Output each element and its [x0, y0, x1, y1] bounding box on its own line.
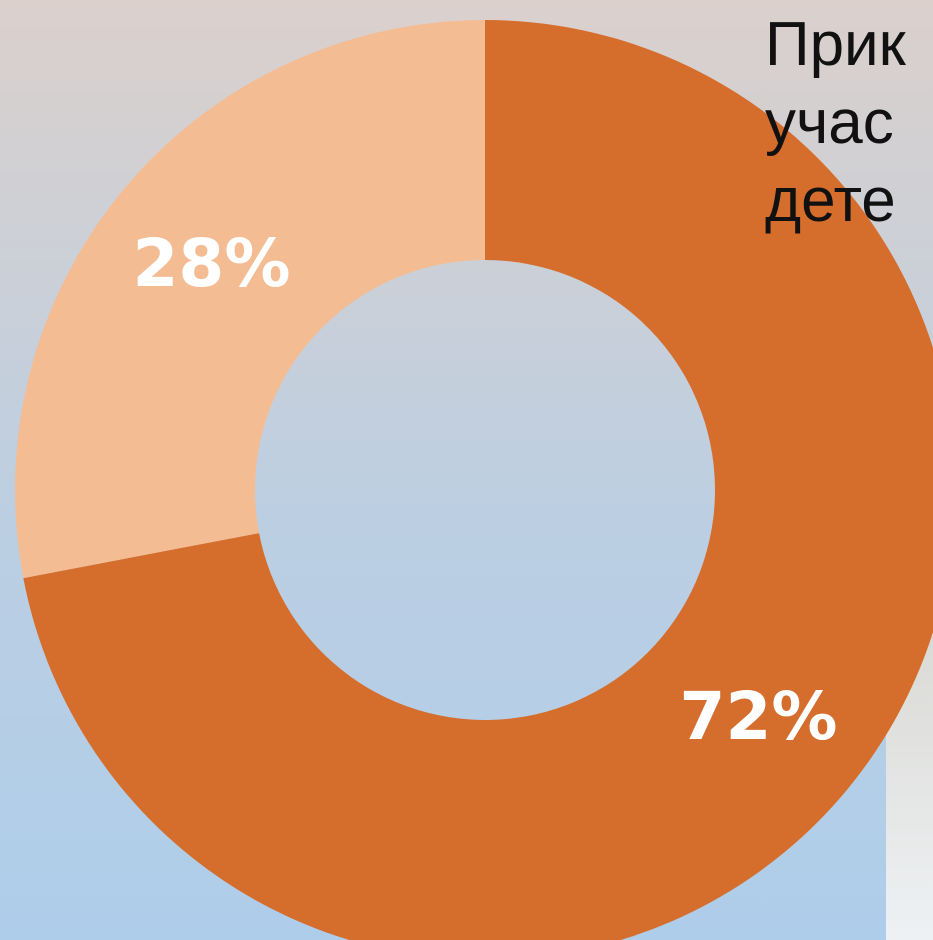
annotation-text: Прик — [765, 10, 907, 79]
data-label: 28% — [132, 225, 290, 302]
annotation-text: дете — [765, 166, 896, 235]
page: {"chart_data": {"type": "donut", "values… — [0, 0, 933, 940]
annotation-text: учас — [765, 88, 894, 157]
annotations: Прик учас дете — [765, 10, 907, 235]
chart: 72% 28% Прик учас дете — [0, 0, 933, 940]
data-label: 72% — [680, 678, 838, 755]
